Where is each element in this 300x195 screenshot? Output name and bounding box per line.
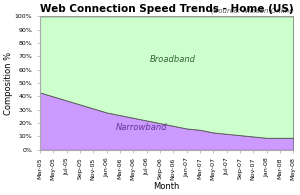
Y-axis label: Composition %: Composition % xyxy=(4,51,13,115)
X-axis label: Month: Month xyxy=(153,182,180,191)
Text: (Source: Nielsen Online: (Source: Nielsen Online xyxy=(211,7,293,14)
Text: Broadband: Broadband xyxy=(150,55,196,64)
Text: Narrowband: Narrowband xyxy=(116,123,167,132)
Title: Web Connection Speed Trends - Home (US): Web Connection Speed Trends - Home (US) xyxy=(40,4,293,14)
